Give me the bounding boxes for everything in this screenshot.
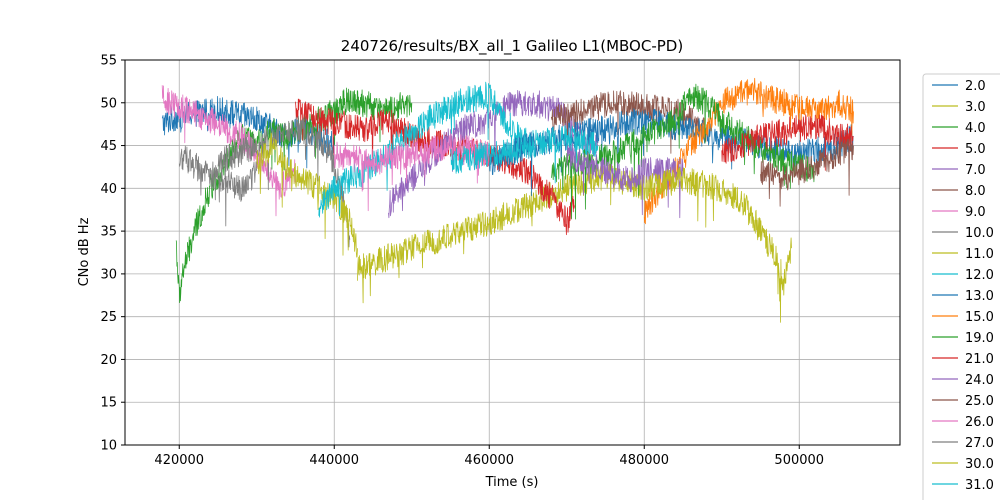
y-tick-label: 20 xyxy=(100,353,117,368)
x-tick-label: 480000 xyxy=(619,453,669,468)
legend-entry: 3.0 xyxy=(965,100,986,115)
series-line xyxy=(450,125,599,184)
legend-entry: 9.0 xyxy=(965,205,986,220)
y-tick-label: 30 xyxy=(100,267,117,282)
x-axis-label: Time (s) xyxy=(485,475,539,490)
legend-entry: 27.0 xyxy=(965,436,994,451)
series-line xyxy=(161,85,296,217)
legend-entry: 30.0 xyxy=(965,457,994,472)
y-tick-label: 45 xyxy=(100,139,117,154)
x-tick-label: 460000 xyxy=(464,453,514,468)
y-tick-label: 55 xyxy=(100,54,117,69)
legend-entry: 4.0 xyxy=(965,121,986,136)
series-line xyxy=(178,145,258,227)
legend-entry: 31.0 xyxy=(965,478,994,493)
x-tick-label: 420000 xyxy=(154,453,204,468)
series-line xyxy=(357,162,645,304)
legend-frame xyxy=(922,73,1000,500)
legend-entry: 24.0 xyxy=(965,373,994,388)
legend-entry: 10.0 xyxy=(965,226,994,241)
series-line xyxy=(333,133,490,212)
series-line xyxy=(318,81,537,218)
y-tick-label: 10 xyxy=(100,439,117,454)
legend-entry: 21.0 xyxy=(965,352,994,367)
legend-entry: 2.0 xyxy=(965,79,986,94)
legend-entry: 7.0 xyxy=(965,163,986,178)
x-tick-label: 500000 xyxy=(774,453,824,468)
legend-entry: 26.0 xyxy=(965,415,994,430)
y-tick-label: 50 xyxy=(100,96,117,111)
series-layer xyxy=(161,77,854,323)
y-tick-label: 40 xyxy=(100,182,117,197)
y-tick-label: 25 xyxy=(100,310,117,325)
series-line xyxy=(721,114,854,171)
legend: 2.0 3.0 4.0 5.0 7.0 8.0 9.0 10.0 11.0 12.0 13.0 15.… xyxy=(922,73,1000,500)
legend-entry: 13.0 xyxy=(965,289,994,304)
series-line xyxy=(256,132,358,258)
y-tick-label: 15 xyxy=(100,396,117,411)
legend-entry: 19.0 xyxy=(965,331,994,346)
legend-entry: 8.0 xyxy=(965,184,986,199)
y-axis-label: CNo dB Hz xyxy=(77,217,92,286)
chart-title: 240726/results/BX_all_1 Galileo L1(MBOC-… xyxy=(341,37,683,56)
y-tick-label: 35 xyxy=(100,225,117,240)
series-line xyxy=(217,115,351,248)
x-tick-label: 440000 xyxy=(309,453,359,468)
series-line xyxy=(643,166,792,323)
y-axis: 10 15 20 25 30 35 40 45 50 55 xyxy=(100,54,125,454)
legend-entry: 15.0 xyxy=(965,310,994,325)
legend-entry: 5.0 xyxy=(965,142,986,157)
legend-entry: 25.0 xyxy=(965,394,994,409)
plot-frame xyxy=(124,59,901,446)
x-axis: 420000 440000 460000 480000 500000 xyxy=(154,445,824,468)
legend-entry: 11.0 xyxy=(965,247,994,262)
legend-entry: 12.0 xyxy=(965,268,994,283)
series-line xyxy=(760,137,854,207)
